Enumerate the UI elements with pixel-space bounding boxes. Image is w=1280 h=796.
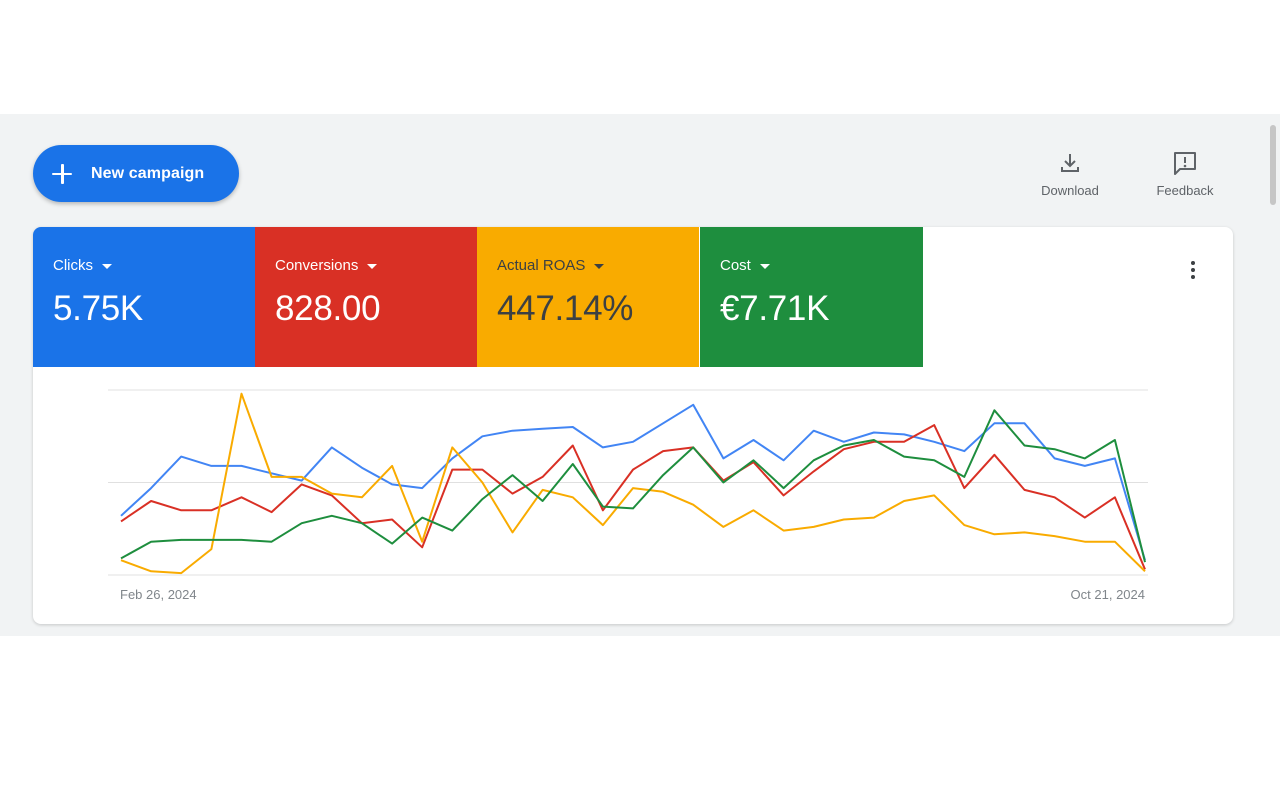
new-campaign-label: New campaign <box>91 164 205 182</box>
performance-line-chart: Feb 26, 2024 Oct 21, 2024 <box>108 389 1148 602</box>
metric-actual-roas[interactable]: Actual ROAS 447.14% <box>477 227 699 367</box>
series-line-4 <box>120 409 1146 563</box>
chart-grid <box>108 389 1148 576</box>
chevron-down-icon <box>594 264 605 269</box>
metric-conversions-value: 828.00 <box>275 289 381 328</box>
more-options-icon[interactable] <box>1183 257 1203 283</box>
feedback-button[interactable]: Feedback <box>1140 148 1230 198</box>
metric-conversions[interactable]: Conversions 828.00 <box>255 227 477 367</box>
download-button[interactable]: Download <box>1025 148 1115 198</box>
download-icon <box>1025 148 1115 178</box>
series-line-3 <box>120 392 1146 575</box>
chevron-down-icon <box>367 264 378 269</box>
metric-cost[interactable]: Cost €7.71K <box>700 227 923 367</box>
series-line-2 <box>120 424 1146 570</box>
feedback-label: Feedback <box>1156 183 1214 198</box>
feedback-icon <box>1140 148 1230 178</box>
chart-series <box>120 392 1146 575</box>
performance-card: Clicks 5.75K Conversions 828.00 Actual R… <box>33 227 1233 624</box>
series-line-1 <box>120 403 1146 561</box>
metric-actual-roas-label: Actual ROAS <box>497 257 586 274</box>
metric-clicks-value: 5.75K <box>53 289 143 328</box>
new-campaign-button[interactable]: New campaign <box>33 145 239 202</box>
x-axis-start-label: Feb 26, 2024 <box>120 587 197 602</box>
chevron-down-icon <box>102 264 112 269</box>
plus-icon <box>51 163 73 185</box>
metric-actual-roas-value: 447.14% <box>497 289 634 328</box>
x-axis-end-label: Oct 21, 2024 <box>1071 587 1145 602</box>
metric-cost-value: €7.71K <box>720 289 830 328</box>
download-label: Download <box>1041 183 1099 198</box>
metric-conversions-label: Conversions <box>275 257 359 274</box>
chevron-down-icon <box>759 264 770 269</box>
metric-clicks-label: Clicks <box>53 257 93 274</box>
scrollbar-thumb[interactable] <box>1270 125 1276 205</box>
metric-clicks[interactable]: Clicks 5.75K <box>33 227 255 367</box>
metric-cost-label: Cost <box>720 257 751 274</box>
